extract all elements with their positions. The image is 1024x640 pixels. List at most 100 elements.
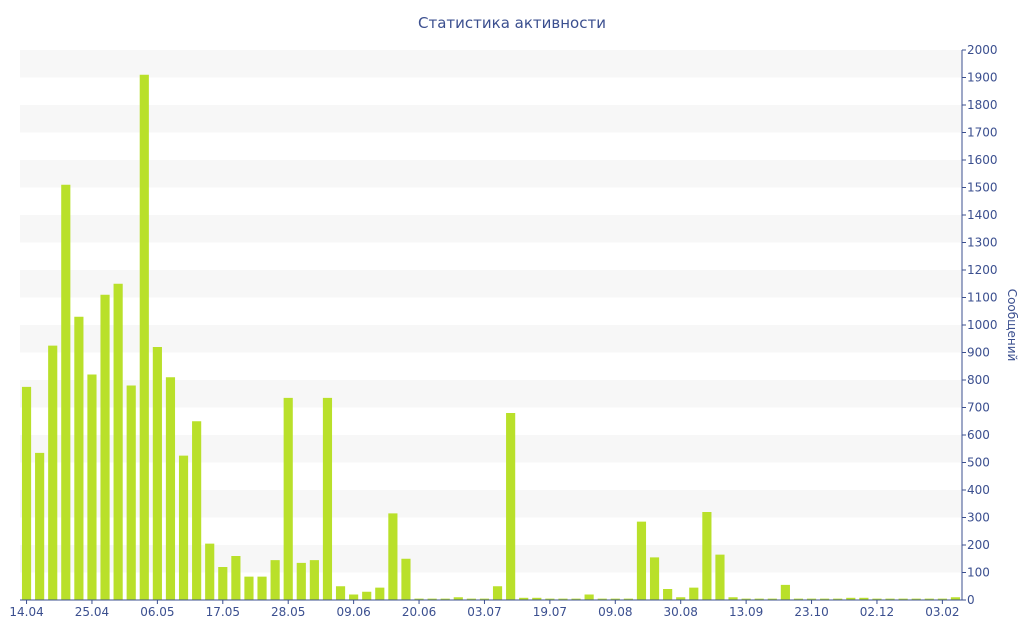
- bar: [584, 594, 594, 600]
- bar: [898, 598, 908, 601]
- y-tick-label: 1300: [967, 236, 998, 250]
- bar: [61, 184, 71, 600]
- x-tick-label: 23.10: [794, 605, 828, 619]
- bars: [21, 74, 961, 601]
- bar: [74, 316, 84, 600]
- bar: [218, 567, 228, 600]
- x-tick-label: 30.08: [664, 605, 698, 619]
- bar: [35, 452, 45, 601]
- y-tick-label: 0: [967, 593, 975, 607]
- bar: [663, 589, 673, 600]
- y-tick-label: 2000: [967, 43, 998, 57]
- x-tick-label: 28.05: [271, 605, 305, 619]
- y-tick-label: 1900: [967, 71, 998, 85]
- bar: [754, 598, 764, 601]
- bar: [950, 597, 961, 600]
- bar: [833, 598, 843, 601]
- bar: [139, 74, 149, 600]
- bar: [911, 598, 921, 601]
- bar: [846, 597, 856, 600]
- bar: [532, 597, 542, 600]
- grid-band: [20, 50, 962, 78]
- bar: [178, 455, 189, 601]
- bar: [728, 597, 738, 600]
- bar: [859, 597, 869, 600]
- y-tick-label: 700: [967, 401, 990, 415]
- y-tick-label: 1800: [967, 98, 998, 112]
- grid-band: [20, 490, 962, 518]
- y-tick-label: 200: [967, 538, 990, 552]
- bar: [414, 598, 424, 601]
- grid-band: [20, 435, 962, 463]
- bar: [192, 421, 202, 600]
- bar: [165, 377, 176, 600]
- bar: [113, 283, 123, 600]
- grid-band: [20, 215, 962, 243]
- y-tick-label: 500: [967, 456, 990, 470]
- bar: [48, 345, 58, 601]
- grid-band: [20, 380, 962, 408]
- bar: [21, 386, 32, 601]
- bar: [623, 598, 633, 601]
- chart-title: Статистика активности: [418, 14, 606, 32]
- y-tick-label: 600: [967, 428, 990, 442]
- y-tick-label: 1700: [967, 126, 998, 140]
- bar: [388, 513, 398, 601]
- x-tick-label: 06.05: [140, 605, 174, 619]
- bar: [270, 560, 280, 601]
- bar: [87, 374, 97, 600]
- bar: [937, 598, 947, 601]
- y-axis-title: Сообщений: [1005, 289, 1019, 362]
- y-tick-label: 1500: [967, 181, 998, 195]
- bar: [636, 521, 647, 601]
- x-tick-label: 13.09: [729, 605, 763, 619]
- y-tick-label: 100: [967, 566, 990, 580]
- bar: [597, 598, 607, 601]
- bar: [571, 598, 581, 601]
- y-tick-label: 300: [967, 511, 990, 525]
- x-tick-label: 09.08: [598, 605, 632, 619]
- grid-band: [20, 325, 962, 353]
- bar: [244, 576, 254, 601]
- bar: [205, 543, 215, 601]
- bar: [296, 562, 306, 601]
- bar: [676, 597, 686, 600]
- bar: [885, 598, 895, 601]
- bar: [257, 576, 267, 601]
- y-axis: 0 100 200 300 400 500 600 700 800 900 1000 1100 1200…: [961, 43, 998, 607]
- bar: [793, 598, 804, 601]
- x-tick-label: 03.02: [925, 605, 959, 619]
- bar: [558, 598, 568, 601]
- bar: [767, 598, 777, 601]
- bar: [741, 598, 751, 601]
- y-tick-label: 900: [967, 346, 990, 360]
- y-tick-label: 1600: [967, 153, 998, 167]
- x-tick-label: 20.06: [402, 605, 436, 619]
- bar: [702, 512, 712, 600]
- grid-band: [20, 160, 962, 188]
- y-tick-label: 800: [967, 373, 990, 387]
- bar: [362, 591, 372, 600]
- bar: [872, 598, 882, 601]
- bar: [820, 598, 830, 601]
- bar: [453, 597, 463, 600]
- bar: [506, 413, 516, 600]
- x-tick-label: 14.04: [9, 605, 43, 619]
- bar: [689, 587, 699, 601]
- bar: [466, 598, 476, 601]
- y-tick-label: 1400: [967, 208, 998, 222]
- bar: [100, 294, 110, 600]
- bar: [519, 597, 529, 600]
- y-tick-label: 1200: [967, 263, 998, 277]
- bar: [806, 598, 817, 601]
- grid-band: [20, 545, 962, 573]
- bar: [231, 556, 241, 600]
- y-tick-label: 400: [967, 483, 990, 497]
- x-tick-label: 19.07: [533, 605, 567, 619]
- bar: [649, 557, 660, 601]
- grid-bands: [20, 50, 962, 573]
- bar: [924, 598, 934, 601]
- bar: [152, 347, 162, 600]
- x-tick-label: 17.05: [206, 605, 240, 619]
- x-axis: 14.04 25.04 06.05 17.05 28.05 09.06 20.06 03.07…: [9, 599, 962, 619]
